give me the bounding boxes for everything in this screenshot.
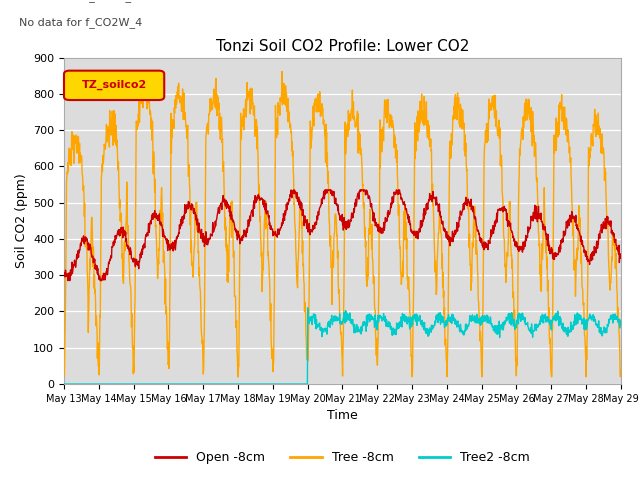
Tree -8cm [611, 231, 618, 237]
Line: Tree -8cm: Tree -8cm [64, 72, 621, 377]
Tree -8cm [328, 260, 336, 266]
Open -8cm [474, 228, 482, 233]
Tree2 -8cm [617, 317, 625, 323]
Open -8cm [64, 278, 72, 284]
Tree2 -8cm [610, 313, 618, 319]
Open -8cm [617, 251, 625, 257]
Legend: Open -8cm, Tree -8cm, Tree2 -8cm: Open -8cm, Tree -8cm, Tree2 -8cm [150, 446, 534, 469]
Open -8cm [556, 249, 564, 255]
Tree2 -8cm [328, 316, 336, 322]
Tree -8cm [278, 69, 286, 74]
Line: Tree2 -8cm: Tree2 -8cm [64, 308, 621, 384]
Tree2 -8cm [556, 322, 563, 327]
Tree2 -8cm [474, 320, 482, 326]
FancyBboxPatch shape [64, 71, 164, 100]
Tree2 -8cm [60, 381, 68, 387]
Text: No data for f_CO2E_4: No data for f_CO2E_4 [19, 0, 139, 2]
Open -8cm [287, 187, 295, 193]
Tree -8cm [617, 367, 625, 373]
Title: Tonzi Soil CO2 Profile: Lower CO2: Tonzi Soil CO2 Profile: Lower CO2 [216, 39, 469, 54]
Text: TZ_soilco2: TZ_soilco2 [81, 80, 147, 90]
Open -8cm [148, 216, 156, 222]
Open -8cm [60, 271, 68, 276]
Tree2 -8cm [304, 305, 312, 311]
Tree2 -8cm [147, 381, 155, 387]
Y-axis label: Soil CO2 (ppm): Soil CO2 (ppm) [15, 173, 28, 268]
Open -8cm [328, 188, 336, 194]
Tree -8cm [318, 101, 326, 107]
Tree -8cm [147, 126, 155, 132]
Tree -8cm [60, 363, 68, 369]
Tree -8cm [234, 374, 241, 380]
Open -8cm [318, 201, 326, 207]
Tree -8cm [556, 100, 564, 106]
Tree2 -8cm [317, 325, 325, 331]
Line: Open -8cm: Open -8cm [64, 190, 621, 281]
Open -8cm [611, 237, 618, 242]
X-axis label: Time: Time [327, 409, 358, 422]
Text: No data for f_CO2W_4: No data for f_CO2W_4 [19, 17, 143, 28]
Tree -8cm [474, 297, 482, 302]
